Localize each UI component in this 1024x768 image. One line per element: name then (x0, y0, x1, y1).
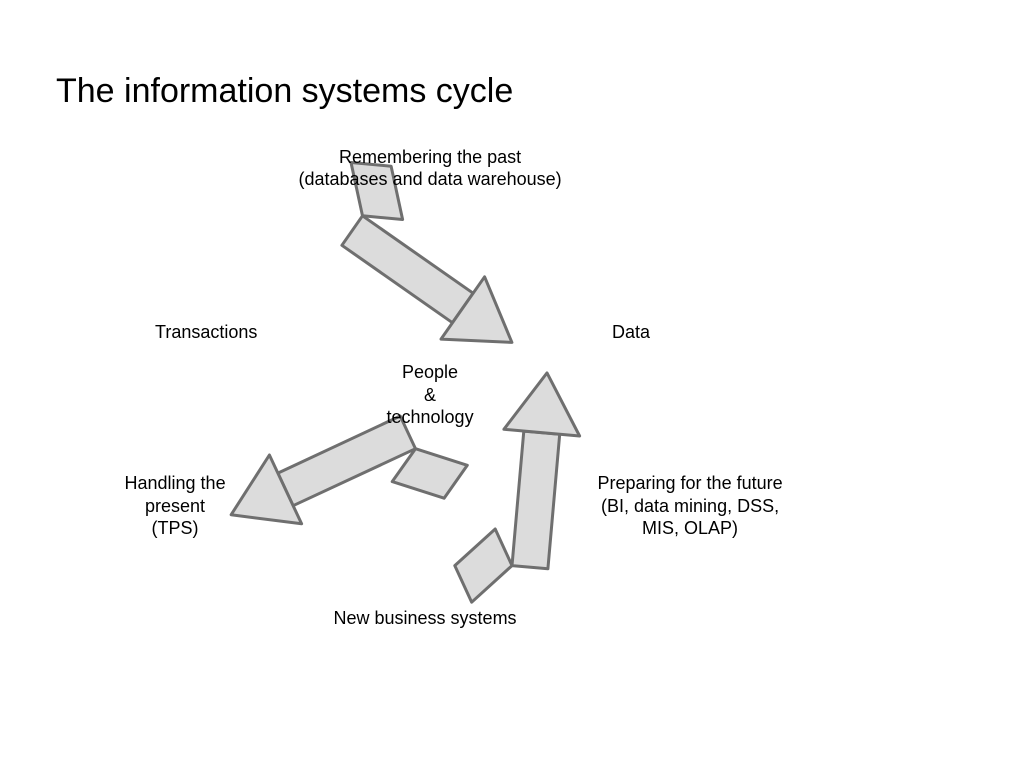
label-top: Remembering the past (databases and data… (299, 146, 562, 191)
cycle-arrow-segment (455, 529, 512, 602)
cycle-arrow-segment (278, 416, 416, 506)
label-bottom-left: Handling the present (TPS) (125, 472, 226, 540)
cycle-arrow-segment (392, 449, 467, 499)
cycle-arrow-segment (342, 216, 473, 323)
label-right: Data (612, 321, 650, 344)
label-bottom-right: Preparing for the future (BI, data minin… (598, 472, 783, 540)
center-label: People & technology (387, 361, 474, 429)
cycle-arrow-segment (512, 431, 560, 569)
cycle-diagram (0, 0, 1024, 768)
label-left: Transactions (155, 321, 257, 344)
label-bottom: New business systems (334, 607, 517, 630)
cycle-arrow-segment (504, 373, 580, 436)
